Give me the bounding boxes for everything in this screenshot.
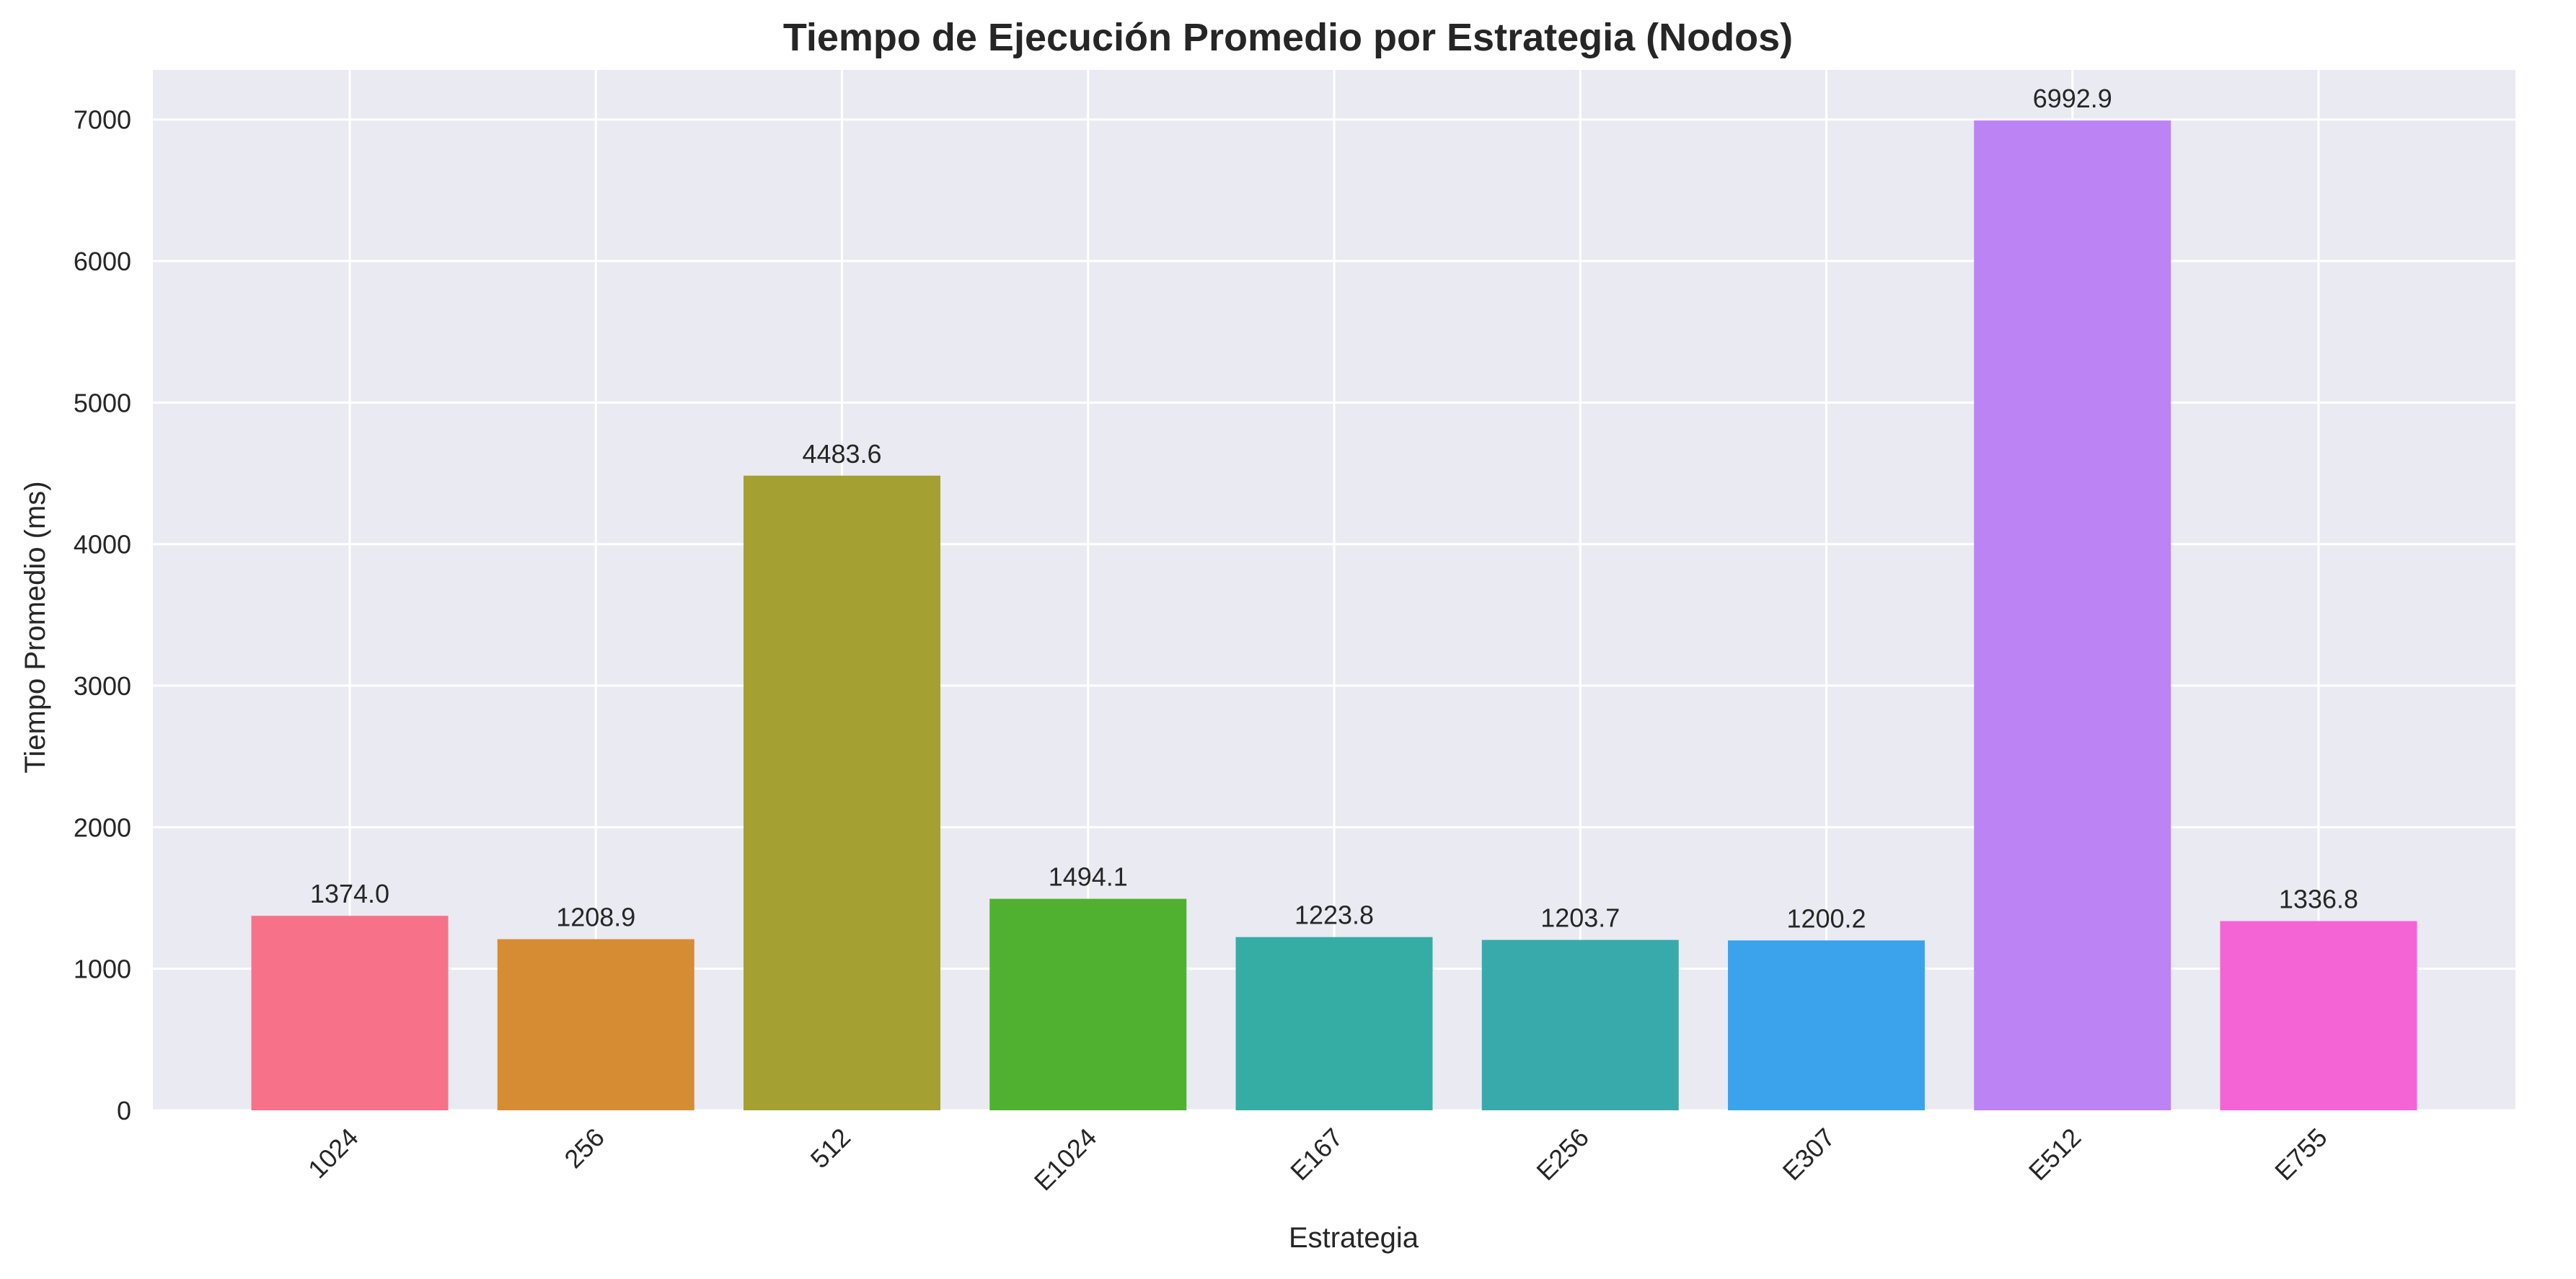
bars [251,120,2417,1111]
chart-title: Tiempo de Ejecución Promedio por Estrate… [783,16,1793,59]
bar-value-label: 4483.6 [802,439,881,469]
bar-e307 [1728,940,1925,1110]
bar-value-label: 1336.8 [2279,885,2358,914]
y-tick-label: 6000 [74,247,131,276]
bar-value-label: 1494.1 [1049,862,1128,892]
y-tick-label: 4000 [74,530,131,559]
bar-e256 [1481,939,1679,1110]
x-tick-label: 1024 [302,1123,364,1185]
bar-value-label: 1200.2 [1786,903,1866,933]
bar-e1024 [989,898,1187,1110]
x-tick-label: 256 [558,1123,609,1174]
data-labels: 1374.0 1208.9 4483.6 1494.1 1223.8 1203.7 1200… [310,84,2358,933]
y-axis-ticks: 0 1000 2000 3000 4000 5000 6000 7000 [74,105,131,1125]
y-tick-label: 0 [117,1096,131,1125]
x-axis-label: Estrategia [1289,1222,1419,1254]
x-tick-label: 512 [805,1123,856,1174]
y-axis-label: Tiempo Promedio (ms) [19,481,51,773]
x-tick-label: E755 [2269,1123,2332,1186]
bar-value-label: 1374.0 [310,879,389,908]
x-tick-label: E307 [1777,1123,1840,1186]
x-tick-label: E512 [2023,1123,2086,1186]
bar-256 [497,939,694,1110]
y-tick-label: 5000 [74,388,131,417]
bar-value-label: 1203.7 [1540,903,1620,933]
x-tick-label: E167 [1284,1123,1348,1186]
bar-value-label: 1223.8 [1294,900,1374,930]
y-tick-label: 7000 [74,105,131,135]
y-tick-label: 2000 [74,813,131,842]
x-tick-label: E256 [1530,1123,1594,1186]
y-tick-label: 1000 [74,955,131,984]
y-tick-label: 3000 [74,671,131,701]
bar-1024 [251,916,449,1110]
x-tick-label: E1024 [1028,1123,1103,1197]
bar-value-label: 6992.9 [2033,84,2112,113]
bar-value-label: 1208.9 [556,903,635,932]
bar-512 [744,475,940,1110]
bar-e167 [1235,937,1433,1110]
x-axis-ticks: 1024 256 512 E1024 E167 E256 E307 E512 E755 [302,1123,2333,1197]
bar-e755 [2220,921,2417,1110]
bar-e512 [1974,120,2171,1111]
